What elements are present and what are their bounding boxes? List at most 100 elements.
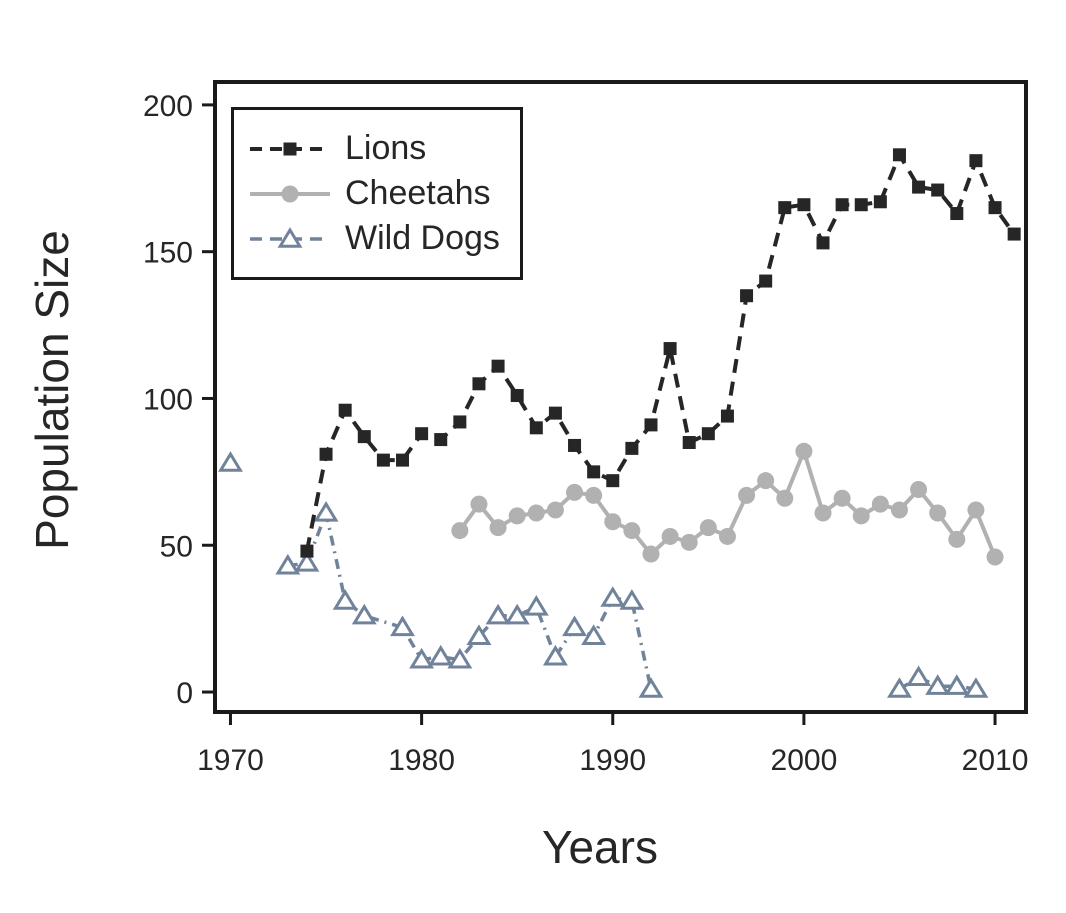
x-tick-label: 1970 <box>197 744 264 777</box>
wild-dogs-marker <box>581 624 607 645</box>
wild-dogs-marker <box>390 615 415 637</box>
lions-marker <box>472 377 486 391</box>
lions-marker <box>319 447 333 461</box>
lions-marker <box>720 409 734 423</box>
wild-dogs-marker <box>523 595 549 616</box>
wild-dogs-marker <box>504 603 530 625</box>
cheetahs-marker <box>738 486 756 504</box>
wild-dogs-marker <box>906 665 932 687</box>
x-tick-label: 2010 <box>962 744 1029 777</box>
legend-label-wild-dogs: Wild Dogs <box>345 219 500 257</box>
legend-sample-marker <box>283 142 297 155</box>
lions-marker <box>491 359 505 373</box>
lions-marker <box>415 427 429 441</box>
legend-sample-marker <box>281 185 299 202</box>
lions-marker <box>663 342 677 356</box>
lions-series <box>300 148 1021 558</box>
lions-marker <box>587 465 601 479</box>
wild-dogs-marker <box>638 677 664 698</box>
wild-dogs-marker <box>466 624 492 645</box>
cheetahs-marker <box>623 522 641 540</box>
wild-dogs-marker <box>294 550 320 572</box>
lions-marker <box>376 453 390 467</box>
cheetahs-legend-marker <box>250 185 330 202</box>
wild-dogs-marker <box>313 501 339 522</box>
cheetahs-marker <box>566 483 584 501</box>
lions-marker <box>606 474 620 488</box>
lions-marker <box>434 433 448 447</box>
cheetahs-marker <box>833 489 851 507</box>
y-tick-label: 200 <box>143 90 193 123</box>
wild-dogs-marker <box>619 589 645 610</box>
cheetahs-marker <box>508 507 526 525</box>
cheetahs-marker <box>814 504 832 522</box>
legend-label-cheetahs: Cheetahs <box>345 174 491 212</box>
cheetahs-marker <box>776 489 794 507</box>
cheetahs-marker <box>546 501 564 519</box>
lions-marker <box>453 415 467 429</box>
wild-dogs-series <box>218 451 989 698</box>
cheetahs-marker <box>718 527 736 545</box>
lions-legend-marker <box>250 142 330 155</box>
cheetahs-marker <box>527 504 545 522</box>
lions-marker <box>931 183 945 197</box>
wild-dogs-marker <box>485 603 511 625</box>
wild-dogs-marker <box>218 451 243 472</box>
lions-marker <box>950 207 964 221</box>
legend-item-cheetahs: Cheetahs <box>234 171 520 216</box>
wild-dogs-marker <box>447 647 473 669</box>
lions-marker <box>854 198 868 212</box>
cheetahs-marker <box>489 519 507 537</box>
legend-sample-marker <box>277 226 303 248</box>
legend-item-wild-dogs: Wild Dogs <box>234 216 520 261</box>
lions-marker <box>1007 227 1021 241</box>
lions-marker <box>873 195 887 209</box>
wild-dogs-marker <box>351 603 377 625</box>
lions-marker <box>797 198 811 212</box>
cheetahs-series <box>451 442 1004 566</box>
y-tick-label: 150 <box>143 237 193 270</box>
lions-marker <box>529 421 543 435</box>
wild-dogs-marker <box>944 674 970 695</box>
lions-marker <box>912 180 926 194</box>
lions-marker <box>835 198 849 212</box>
lions-marker <box>701 427 715 441</box>
lions-marker <box>969 154 983 168</box>
wild-dogs-marker <box>275 553 301 575</box>
cheetahs-marker <box>910 480 928 498</box>
wild-dogs-marker <box>542 644 568 666</box>
lions-marker <box>682 436 696 450</box>
wild-dogs-marker <box>562 615 587 637</box>
lions-marker <box>740 289 754 303</box>
wild-dogs-marker <box>409 647 435 669</box>
lions-marker <box>816 236 830 250</box>
legend: Lions Cheetahs Wild Dogs <box>231 107 523 280</box>
wild-dogs-marker <box>332 589 358 610</box>
lions-marker <box>759 274 773 288</box>
lions-marker <box>625 441 639 455</box>
cheetahs-marker <box>680 533 698 551</box>
cheetahs-marker <box>929 504 947 522</box>
wild-dogs-marker <box>428 644 454 666</box>
cheetahs-marker <box>470 495 488 513</box>
lions-marker <box>510 389 524 403</box>
cheetahs-marker <box>852 507 870 525</box>
lions-marker <box>778 201 792 215</box>
cheetahs-marker <box>642 545 660 563</box>
wild-dogs-marker <box>600 586 626 607</box>
y-axis-title: Population Size <box>26 230 78 550</box>
cheetahs-marker <box>986 548 1004 566</box>
lions-marker <box>644 418 658 432</box>
legend-item-lions: Lions <box>234 126 520 171</box>
wild-dogs-marker <box>887 677 912 698</box>
wild-dogs-marker <box>963 677 989 698</box>
cheetahs-marker <box>585 486 603 504</box>
lions-marker <box>988 201 1002 215</box>
cheetahs-marker <box>757 472 775 490</box>
lions-marker <box>338 403 352 417</box>
lions-marker <box>300 544 314 558</box>
legend-label-lions: Lions <box>345 129 427 167</box>
y-tick-label: 50 <box>160 530 193 563</box>
cheetahs-marker <box>948 530 966 548</box>
